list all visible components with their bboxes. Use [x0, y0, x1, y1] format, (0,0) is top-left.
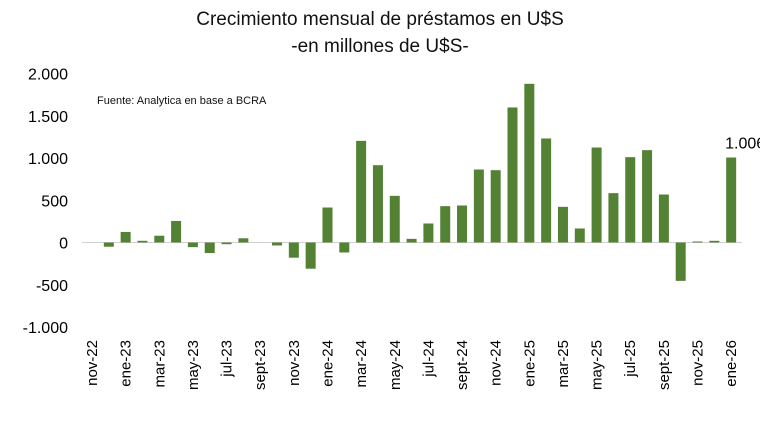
x-tick-label: jul-24	[420, 340, 437, 378]
bar-may-24	[389, 195, 400, 243]
x-tick-label: sept-23	[252, 340, 269, 390]
bar-feb-23	[137, 240, 148, 243]
x-tick-label: mar-24	[353, 340, 370, 388]
x-tick-label: ene-23	[118, 340, 135, 387]
bar-mar-24	[356, 140, 367, 243]
bar-jun-24	[406, 238, 417, 243]
x-tick-label: mar-25	[555, 340, 572, 388]
x-tick-label: ene-25	[521, 340, 538, 387]
y-tick-label: 1.000	[28, 151, 68, 168]
bar-may-25	[591, 147, 602, 243]
bar-may-23	[187, 242, 198, 248]
bar-jul-23	[221, 242, 232, 245]
y-tick-label: 500	[41, 193, 68, 210]
x-tick-label: nov-23	[286, 340, 303, 386]
bar-mar-23	[154, 235, 165, 243]
bar-dic-24	[507, 107, 518, 243]
bar-ago-25	[642, 150, 653, 243]
bar-abr-23	[171, 220, 182, 243]
bar-nov-25	[692, 241, 703, 243]
bar-dic-22	[103, 242, 114, 247]
bar-oct-23	[272, 242, 283, 246]
x-tick-label: sept-25	[656, 340, 673, 390]
bar-dic-25	[709, 240, 720, 243]
x-tick-label: may-23	[185, 340, 202, 390]
data-label: 1.006	[725, 135, 760, 152]
bar-oct-24	[473, 169, 484, 243]
bar-sept-24	[457, 205, 468, 243]
bar-ago-24	[440, 206, 451, 243]
bar-oct-25	[675, 242, 686, 281]
bar-sept-25	[658, 194, 669, 243]
chart-title: Crecimiento mensual de préstamos en U$S	[196, 9, 564, 30]
x-tick-label: nov-25	[690, 340, 707, 386]
bar-ago-23	[238, 238, 249, 243]
bar-abr-24	[372, 165, 383, 243]
bar-nov-23	[288, 242, 299, 258]
y-tick-label: 0	[59, 236, 68, 253]
y-tick-label: 1.500	[28, 109, 68, 126]
bar-jul-24	[423, 223, 434, 243]
x-tick-label: may-25	[589, 340, 606, 390]
x-tick-label: jul-23	[219, 340, 236, 378]
source-note: Fuente: Analytica en base a BCRA	[97, 95, 267, 107]
y-tick-label: -1.000	[23, 320, 68, 337]
x-tick-label: mar-23	[151, 340, 168, 388]
bar-feb-25	[541, 138, 552, 243]
bar-abr-25	[574, 228, 585, 243]
bar-ene-24	[322, 207, 333, 243]
bar-feb-24	[339, 242, 350, 253]
x-tick-label: may-24	[387, 340, 404, 390]
bar-ene-25	[524, 83, 535, 243]
chart-subtitle: -en millones de U$S-	[291, 36, 469, 57]
bar-ene-26	[726, 157, 737, 243]
bar-nov-24	[490, 170, 501, 243]
bar-jun-23	[204, 242, 215, 254]
bar-mar-25	[557, 206, 568, 243]
x-tick-label: nov-24	[488, 340, 505, 386]
x-tick-label: jul-25	[622, 340, 639, 378]
y-tick-label: 2.000	[28, 67, 68, 84]
bar-ene-23	[120, 231, 131, 243]
x-tick-label: nov-22	[84, 340, 101, 386]
x-tick-label: ene-26	[723, 340, 740, 387]
bar-jun-25	[608, 193, 619, 243]
bar-jul-25	[625, 157, 636, 243]
x-tick-label: ene-24	[319, 340, 336, 387]
x-tick-label: sept-24	[454, 340, 471, 390]
bar-dic-23	[305, 242, 316, 269]
y-tick-label: -500	[36, 278, 68, 295]
